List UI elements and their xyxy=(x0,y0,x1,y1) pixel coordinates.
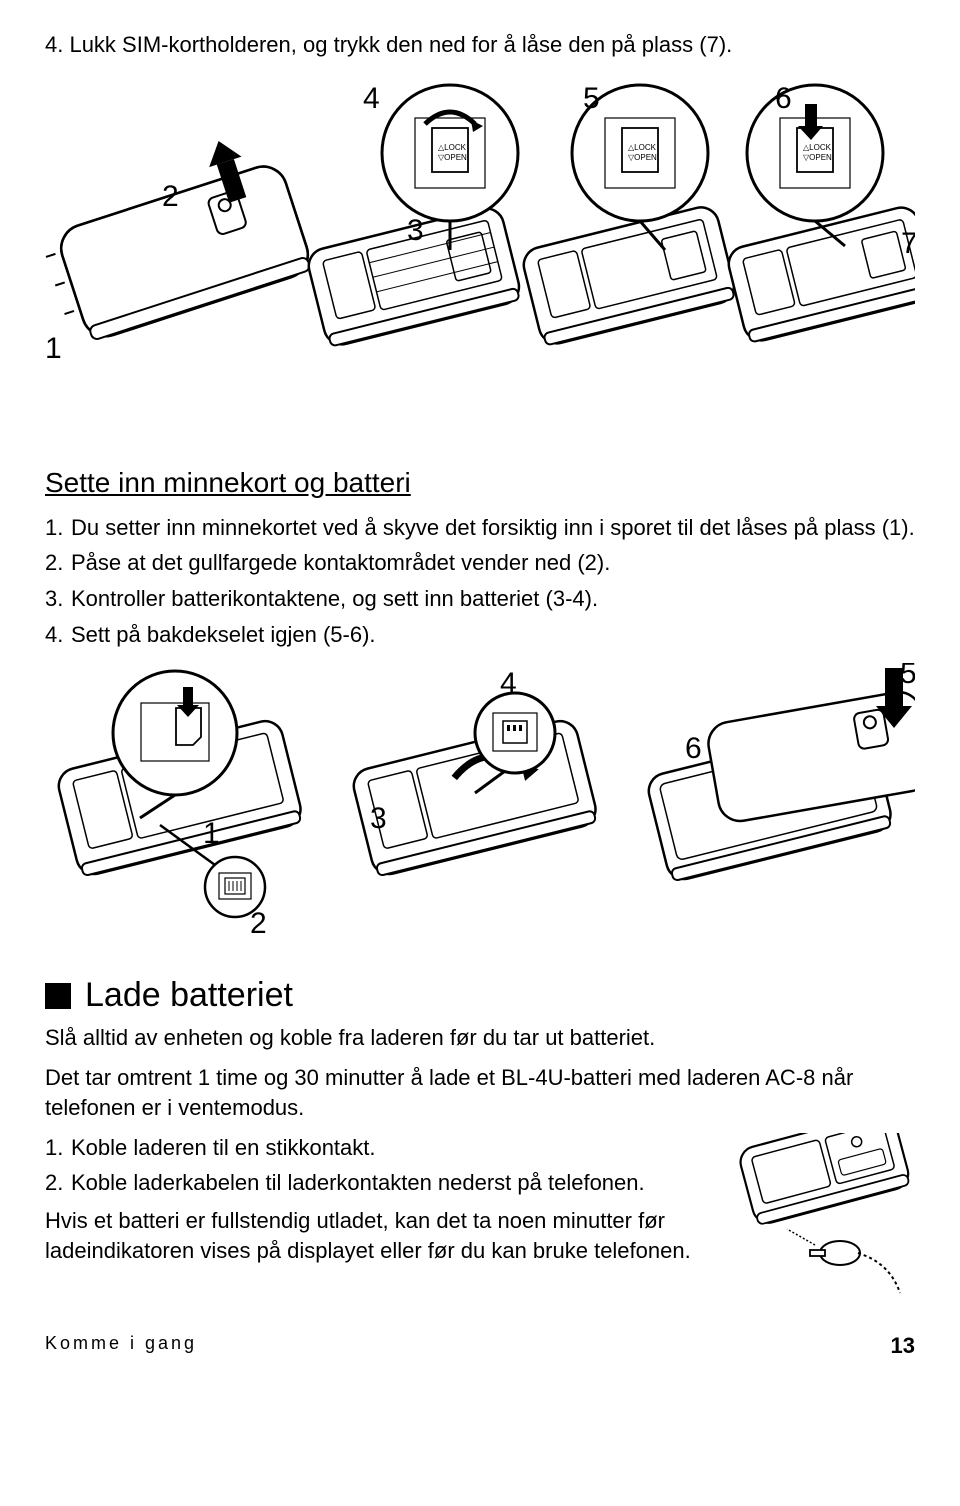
svg-text:△LOCK: △LOCK xyxy=(438,143,467,152)
list-item: 2. Påse at det gullfargede kontaktområde… xyxy=(45,548,915,578)
list-num: 2. xyxy=(45,548,71,578)
list-num: 1. xyxy=(45,1133,71,1163)
fig1-label-6: 6 xyxy=(775,82,792,115)
fig2-label-1: 1 xyxy=(203,817,220,850)
heading-charge-battery: Lade batteriet xyxy=(45,976,915,1015)
page-footer: Komme i gang 13 xyxy=(45,1333,915,1359)
list-body: Sett på bakdekselet igjen (5-6). xyxy=(71,620,915,650)
list-item: 2. Koble laderkabelen til laderkontakten… xyxy=(45,1168,713,1198)
fig2-label-5: 5 xyxy=(900,663,915,690)
section-link-insert-memory-battery: Sette inn minnekort og batteri xyxy=(45,467,915,499)
tail-paragraph: Hvis et batteri er fullstendig utladet, … xyxy=(45,1206,713,1265)
list-item: 4. Sett på bakdekselet igjen (5-6). xyxy=(45,620,915,650)
paragraph-charge-time: Det tar omtrent 1 time og 30 minutter å … xyxy=(45,1063,915,1122)
list-num: 3. xyxy=(45,584,71,614)
instruction-top: 4. Lukk SIM-kortholderen, og trykk den n… xyxy=(45,30,915,60)
list-body: Kontroller batterikontaktene, og sett in… xyxy=(71,584,915,614)
steps-insert-list: 1. Du setter inn minnekortet ved å skyve… xyxy=(45,513,915,650)
list-num: 1. xyxy=(45,513,71,543)
fig1-label-4: 4 xyxy=(363,82,380,115)
list-body: Koble laderen til en stikkontakt. xyxy=(71,1133,713,1163)
svg-text:▽OPEN: ▽OPEN xyxy=(628,153,657,162)
list-num: 4. xyxy=(45,620,71,650)
fig1-label-2: 2 xyxy=(162,180,179,213)
list-item: 1. Du setter inn minnekortet ved å skyve… xyxy=(45,513,915,543)
footer-page-number: 13 xyxy=(891,1333,915,1359)
list-num: 2. xyxy=(45,1168,71,1198)
figure-memory-battery: 1 2 3 4 xyxy=(45,663,915,943)
heading-text: Lade batteriet xyxy=(85,976,293,1015)
lead-text: Slå alltid av enheten og koble fra lader… xyxy=(45,1023,915,1053)
fig2-label-4: 4 xyxy=(500,667,517,700)
svg-text:△LOCK: △LOCK xyxy=(803,143,832,152)
fig1-label-3: 3 xyxy=(407,214,424,247)
list-item: 1. Koble laderen til en stikkontakt. xyxy=(45,1133,713,1163)
footer-section-name: Komme i gang xyxy=(45,1333,197,1359)
figure-sim-battery: 1 2 3 7 xyxy=(45,78,915,438)
list-body: Du setter inn minnekortet ved å skyve de… xyxy=(71,513,915,543)
figure-charger-plug xyxy=(725,1133,915,1303)
fig1-label-5: 5 xyxy=(583,82,600,115)
fig1-label-1: 1 xyxy=(45,332,62,365)
list-body: Koble laderkabelen til laderkontakten ne… xyxy=(71,1168,713,1198)
fig2-label-6: 6 xyxy=(685,732,702,765)
svg-text:▽OPEN: ▽OPEN xyxy=(438,153,467,162)
svg-text:△LOCK: △LOCK xyxy=(628,143,657,152)
list-item: 3. Kontroller batterikontaktene, og sett… xyxy=(45,584,915,614)
list-body: Påse at det gullfargede kontaktområdet v… xyxy=(71,548,915,578)
svg-text:▽OPEN: ▽OPEN xyxy=(803,153,832,162)
fig1-label-7: 7 xyxy=(901,227,915,260)
square-bullet-icon xyxy=(45,983,71,1009)
fig2-label-3: 3 xyxy=(370,802,387,835)
